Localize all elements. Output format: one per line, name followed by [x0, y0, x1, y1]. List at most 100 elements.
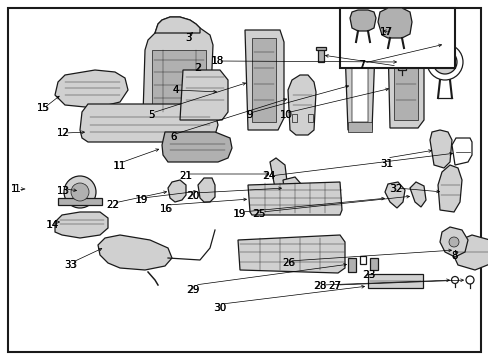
Bar [291, 114, 296, 122]
Polygon shape [287, 75, 315, 135]
Text: 6: 6 [170, 132, 176, 142]
Circle shape [64, 176, 96, 208]
Text: 19: 19 [233, 209, 245, 219]
Text: 17: 17 [379, 27, 392, 37]
Bar [347, 122, 371, 132]
Text: 7: 7 [358, 60, 365, 70]
Polygon shape [244, 30, 284, 130]
Polygon shape [247, 182, 341, 215]
Text: 8: 8 [451, 251, 457, 261]
Text: 16: 16 [160, 204, 172, 214]
Text: 25: 25 [252, 209, 265, 219]
Text: 14: 14 [46, 220, 60, 230]
Text: 10: 10 [279, 110, 292, 120]
Polygon shape [58, 198, 102, 205]
Polygon shape [55, 70, 128, 108]
Text: 22: 22 [105, 200, 119, 210]
Polygon shape [251, 38, 275, 122]
Polygon shape [80, 104, 218, 142]
Text: 19: 19 [232, 209, 246, 219]
Text: 26: 26 [281, 258, 295, 268]
Text: 8: 8 [450, 251, 457, 261]
Text: 28: 28 [313, 281, 326, 291]
Text: 25: 25 [252, 209, 265, 219]
Text: 24: 24 [262, 171, 275, 181]
Text: 1: 1 [10, 184, 17, 194]
Text: 21: 21 [179, 171, 192, 181]
Text: 6: 6 [170, 132, 177, 142]
Polygon shape [437, 165, 461, 212]
Bar [369, 258, 377, 270]
Polygon shape [168, 180, 185, 202]
Text: 4: 4 [173, 85, 179, 95]
Text: 27: 27 [327, 281, 341, 291]
Text: 23: 23 [362, 270, 375, 280]
Polygon shape [349, 10, 375, 31]
Polygon shape [451, 235, 488, 270]
Polygon shape [269, 158, 287, 195]
Text: 16: 16 [159, 204, 173, 214]
Text: 11: 11 [113, 161, 126, 171]
Circle shape [448, 237, 458, 247]
Bar [367, 274, 422, 288]
Text: 1-: 1- [14, 184, 25, 194]
Bar [339, 8, 454, 68]
Bar [315, 47, 325, 50]
Text: 3: 3 [185, 33, 191, 43]
Polygon shape [283, 177, 302, 202]
Bar [359, 256, 365, 264]
Text: 29: 29 [186, 285, 199, 295]
Polygon shape [429, 130, 451, 168]
Text: 20: 20 [186, 191, 199, 201]
Circle shape [432, 50, 456, 74]
Polygon shape [155, 17, 200, 33]
Text: 20: 20 [186, 191, 199, 201]
Text: 13: 13 [57, 186, 70, 196]
Polygon shape [351, 55, 367, 122]
Polygon shape [98, 235, 172, 270]
Polygon shape [152, 50, 205, 112]
Text: 17: 17 [379, 27, 392, 37]
Polygon shape [439, 227, 467, 257]
Text: 24: 24 [262, 171, 275, 181]
Polygon shape [377, 8, 411, 38]
Text: 15: 15 [36, 103, 50, 113]
Text: 31: 31 [379, 159, 392, 169]
Polygon shape [162, 132, 231, 162]
Text: 30: 30 [213, 303, 226, 313]
Text: 21: 21 [179, 171, 192, 181]
Bar [307, 114, 312, 122]
Text: 1: 1 [11, 184, 17, 194]
Text: 9: 9 [246, 110, 252, 120]
Text: 29: 29 [186, 285, 200, 295]
Text: 14: 14 [46, 220, 59, 230]
Text: 32: 32 [388, 184, 402, 194]
Text: 23: 23 [362, 270, 375, 280]
Polygon shape [142, 26, 213, 122]
Text: 4: 4 [172, 85, 179, 95]
Bar [317, 48, 324, 62]
Text: 9: 9 [245, 110, 252, 120]
Text: 12: 12 [57, 128, 70, 138]
Text: 5: 5 [148, 110, 155, 120]
Polygon shape [387, 42, 423, 128]
Bar [397, 54, 405, 70]
Text: 10: 10 [279, 110, 292, 120]
Text: 30: 30 [213, 303, 226, 313]
Text: 18: 18 [211, 56, 224, 66]
Polygon shape [198, 178, 215, 202]
Text: 32: 32 [389, 184, 402, 194]
Text: 33: 33 [64, 260, 77, 270]
Text: 19: 19 [135, 195, 148, 205]
Text: 27: 27 [328, 281, 341, 291]
Text: 19: 19 [135, 195, 148, 205]
Text: 5: 5 [148, 110, 154, 120]
Text: 12: 12 [57, 128, 70, 138]
Polygon shape [409, 182, 425, 207]
Text: 2: 2 [194, 63, 201, 73]
Text: 31: 31 [379, 159, 392, 169]
Polygon shape [384, 182, 404, 208]
Bar [397, 47, 405, 52]
Text: 7: 7 [358, 60, 364, 70]
Polygon shape [238, 235, 345, 273]
